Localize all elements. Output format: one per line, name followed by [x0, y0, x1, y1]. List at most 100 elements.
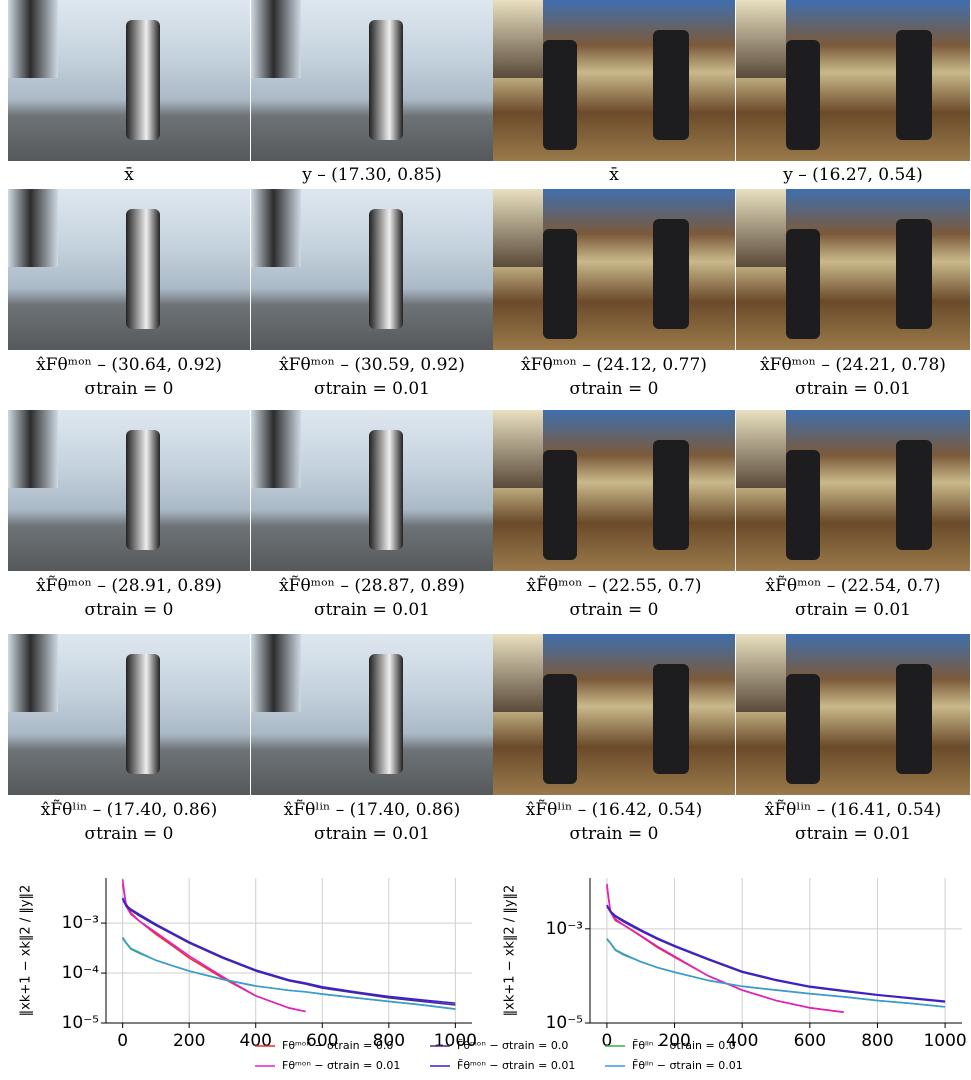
caption-sigma: σtrain = 0.01	[251, 824, 493, 844]
figure-silhouette	[369, 430, 403, 550]
figure-silhouette	[369, 209, 403, 329]
figure-silhouette	[543, 229, 577, 339]
image-panel	[736, 0, 970, 161]
y-axis-label: ‖xk+1 − xk‖2 / ‖y‖2	[503, 885, 518, 1017]
image-panel	[493, 0, 735, 161]
image-panel	[493, 634, 735, 795]
figure-silhouette	[126, 209, 160, 329]
caption: x̂F̃θᵐᵒⁿ – (22.55, 0.7)	[493, 576, 735, 596]
figure-silhouette	[653, 30, 689, 140]
image-inset	[736, 634, 786, 712]
caption: x̂F̃θˡⁱⁿ – (17.40, 0.86)	[251, 800, 493, 820]
image-inset	[736, 189, 786, 267]
y-tick-label: 10⁻⁵	[546, 1013, 583, 1033]
y-tick-label: 10⁻⁴	[62, 963, 100, 983]
figure-silhouette	[786, 40, 820, 150]
caption-sigma: σtrain = 0.01	[736, 824, 970, 844]
caption: x̂Fθᵐᵒⁿ – (24.12, 0.77)	[493, 355, 735, 375]
caption: x̄	[493, 165, 735, 185]
figure-silhouette	[786, 674, 820, 784]
y-tick-label: 10⁻⁵	[62, 1013, 99, 1033]
image-panel	[8, 0, 250, 161]
caption: x̂Fθᵐᵒⁿ – (30.59, 0.92)	[251, 355, 493, 375]
caption-sigma: σtrain = 0.01	[736, 379, 970, 399]
image-inset	[493, 189, 543, 267]
legend-label: Fθᵐᵒⁿ − σtrain = 0.01	[282, 1059, 400, 1072]
image-inset	[251, 0, 301, 78]
series-line	[123, 899, 456, 1005]
x-tick-label: 1000	[923, 1031, 966, 1051]
caption: x̂F̃θˡⁱⁿ – (17.40, 0.86)	[8, 800, 250, 820]
image-panel	[493, 189, 735, 350]
image-inset	[251, 410, 301, 488]
x-tick-label: 0	[117, 1031, 128, 1051]
figure-silhouette	[896, 30, 932, 140]
x-tick-label: 800	[861, 1031, 893, 1051]
legend-label: F̃θᵐᵒⁿ − σtrain = 0.01	[457, 1059, 575, 1072]
figure-silhouette	[896, 440, 932, 550]
caption: x̂F̃θˡⁱⁿ – (16.41, 0.54)	[736, 800, 970, 820]
caption-sigma: σtrain = 0.01	[251, 600, 493, 620]
image-panel	[251, 634, 493, 795]
caption: x̂F̃θˡⁱⁿ – (16.42, 0.54)	[493, 800, 735, 820]
caption-sigma: σtrain = 0	[8, 824, 250, 844]
image-inset	[8, 634, 58, 712]
caption: x̂F̃θᵐᵒⁿ – (22.54, 0.7)	[736, 576, 970, 596]
image-panel	[736, 410, 970, 571]
figure-silhouette	[896, 219, 932, 329]
caption: x̂Fθᵐᵒⁿ – (30.64, 0.92)	[8, 355, 250, 375]
figure-silhouette	[653, 664, 689, 774]
image-inset	[8, 0, 58, 78]
legend-label: F̃θˡⁱⁿ − σtrain = 0.0	[632, 1039, 736, 1052]
image-inset	[251, 189, 301, 267]
y-tick-label: 10⁻³	[62, 913, 99, 933]
image-inset	[736, 0, 786, 78]
series-line	[607, 905, 945, 1001]
image-panel	[8, 410, 250, 571]
caption: x̂F̃θᵐᵒⁿ – (28.87, 0.89)	[251, 576, 493, 596]
legend-label: Fθᵐᵒⁿ − σtrain = 0.0	[282, 1039, 393, 1052]
image-panel	[493, 410, 735, 571]
page: x̄y – (17.30, 0.85)x̄y – (16.27, 0.54)x̂…	[0, 0, 971, 1080]
x-tick-label: 400	[240, 1031, 272, 1051]
legend-label: F̃θˡⁱⁿ − σtrain = 0.01	[632, 1059, 743, 1072]
caption: y – (16.27, 0.54)	[736, 165, 970, 185]
caption: y – (17.30, 0.85)	[251, 165, 493, 185]
caption-sigma: σtrain = 0	[493, 379, 735, 399]
figure-silhouette	[543, 674, 577, 784]
image-inset	[493, 410, 543, 488]
image-panel	[736, 634, 970, 795]
image-inset	[736, 410, 786, 488]
caption: x̂Fθᵐᵒⁿ – (24.21, 0.78)	[736, 355, 970, 375]
legend-label: F̃θᵐᵒⁿ − σtrain = 0.0	[457, 1039, 568, 1052]
figure-silhouette	[543, 40, 577, 150]
figure-silhouette	[786, 450, 820, 560]
figure-silhouette	[369, 654, 403, 774]
figure-silhouette	[896, 664, 932, 774]
caption-sigma: σtrain = 0	[493, 600, 735, 620]
caption-sigma: σtrain = 0	[8, 600, 250, 620]
image-panel	[8, 634, 250, 795]
series-line	[123, 898, 456, 1003]
caption: x̄	[8, 165, 250, 185]
image-inset	[8, 410, 58, 488]
caption-sigma: σtrain = 0.01	[251, 379, 493, 399]
y-tick-label: 10⁻³	[546, 919, 583, 939]
figure-silhouette	[653, 219, 689, 329]
figure-silhouette	[653, 440, 689, 550]
image-panel	[736, 189, 970, 350]
figure-silhouette	[786, 229, 820, 339]
caption-sigma: σtrain = 0.01	[736, 600, 970, 620]
figure-silhouette	[126, 20, 160, 140]
series-line	[123, 884, 306, 1011]
figure-silhouette	[126, 654, 160, 774]
caption: x̂F̃θᵐᵒⁿ – (28.91, 0.89)	[8, 576, 250, 596]
image-inset	[251, 634, 301, 712]
image-panel	[8, 189, 250, 350]
image-panel	[251, 410, 493, 571]
figure-silhouette	[369, 20, 403, 140]
caption-sigma: σtrain = 0	[8, 379, 250, 399]
image-inset	[493, 634, 543, 712]
series-line	[123, 879, 306, 1011]
